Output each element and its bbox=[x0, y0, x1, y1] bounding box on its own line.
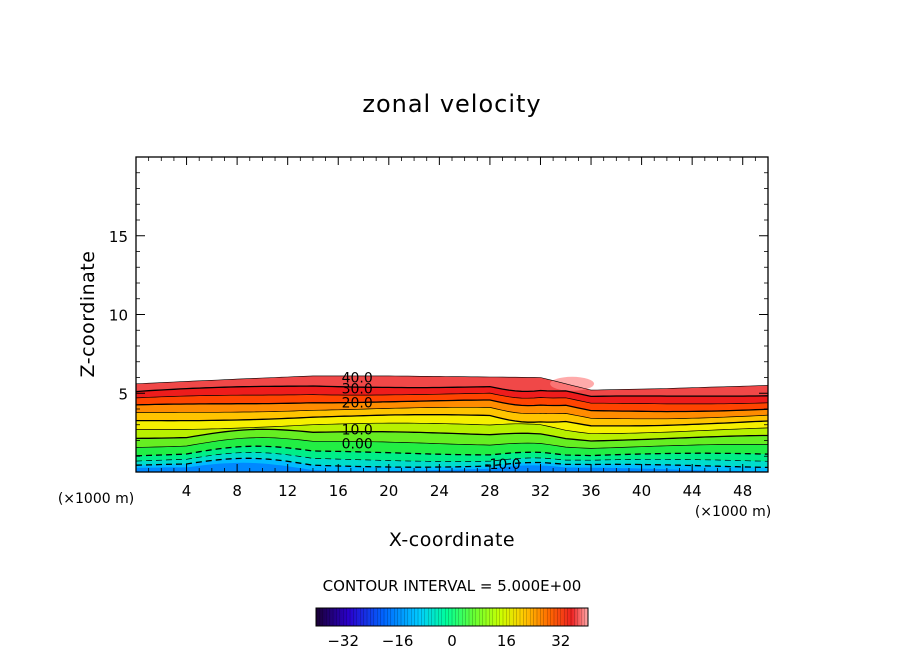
contour-label: 40.0 bbox=[342, 371, 373, 387]
colorbar-tick-label: −32 bbox=[327, 632, 359, 650]
x-tick-label: 16 bbox=[329, 482, 348, 500]
x-tick-label: 8 bbox=[232, 482, 242, 500]
colorbar: −32 −16 0 16 32 bbox=[315, 607, 589, 650]
contour-label: 10.0 bbox=[342, 422, 373, 438]
x-tick-label: 36 bbox=[581, 482, 600, 500]
y-tick-label: 15 bbox=[109, 228, 128, 246]
contour-interval-text: CONTOUR INTERVAL = 5.000E+00 bbox=[323, 577, 582, 595]
x-unit-label-left: (×1000 m) bbox=[58, 491, 134, 507]
contour-line bbox=[136, 385, 768, 398]
x-tick-labels: 4 8 12 16 20 24 28 32 36 40 44 48 bbox=[182, 482, 752, 500]
contour-lines bbox=[136, 375, 768, 469]
colorbar-tick-label: −16 bbox=[382, 632, 414, 650]
contour-line bbox=[136, 445, 768, 457]
colorbar-stripes bbox=[319, 608, 585, 626]
x-tick-label: 44 bbox=[683, 482, 702, 500]
chart-title: zonal velocity bbox=[362, 90, 541, 118]
jet-highlight bbox=[550, 376, 595, 391]
x-tick-label: 48 bbox=[733, 482, 752, 500]
x-tick-label: 24 bbox=[430, 482, 449, 500]
colorbar-tick-label: 16 bbox=[497, 632, 516, 650]
colorbar-tick-labels: −32 −16 0 16 32 bbox=[327, 632, 570, 650]
colorbar-tick-label: 32 bbox=[551, 632, 570, 650]
contour-label: 0.00 bbox=[342, 437, 373, 453]
x-tick-label: 32 bbox=[531, 482, 550, 500]
contour-line bbox=[136, 375, 768, 391]
x-tick-label: 12 bbox=[278, 482, 297, 500]
contour-line bbox=[136, 422, 768, 435]
contour-line bbox=[136, 406, 768, 420]
x-axis-label: X-coordinate bbox=[389, 529, 515, 551]
x-tick-label: 40 bbox=[632, 482, 651, 500]
y-tick-labels: 5 10 15 bbox=[109, 228, 128, 404]
y-tick-label: 10 bbox=[109, 307, 128, 325]
contour-line bbox=[136, 437, 768, 449]
color-band bbox=[136, 462, 768, 472]
x-tick-label: 20 bbox=[379, 482, 398, 500]
contour-line bbox=[136, 428, 768, 442]
contour-label: -10.0 bbox=[484, 457, 520, 473]
contour-line bbox=[136, 414, 768, 427]
contour-line bbox=[136, 392, 768, 405]
contour-label: 30.0 bbox=[342, 382, 373, 398]
contour-line bbox=[136, 399, 768, 413]
axis-ticks bbox=[136, 157, 768, 472]
y-tick-label: 5 bbox=[118, 385, 128, 403]
x-tick-label: 4 bbox=[182, 482, 192, 500]
colorbar-tick-label: 0 bbox=[447, 632, 457, 650]
contour-line bbox=[136, 452, 768, 462]
y-axis-label: Z-coordinate bbox=[77, 251, 99, 378]
contour-line bbox=[136, 457, 768, 469]
contour-labels: 40.030.020.0 10.00.00 -10.0 bbox=[342, 371, 521, 474]
x-tick-label: 28 bbox=[480, 482, 499, 500]
x-unit-label-right: (×1000 m) bbox=[695, 504, 771, 520]
contour-label: 20.0 bbox=[342, 396, 373, 412]
